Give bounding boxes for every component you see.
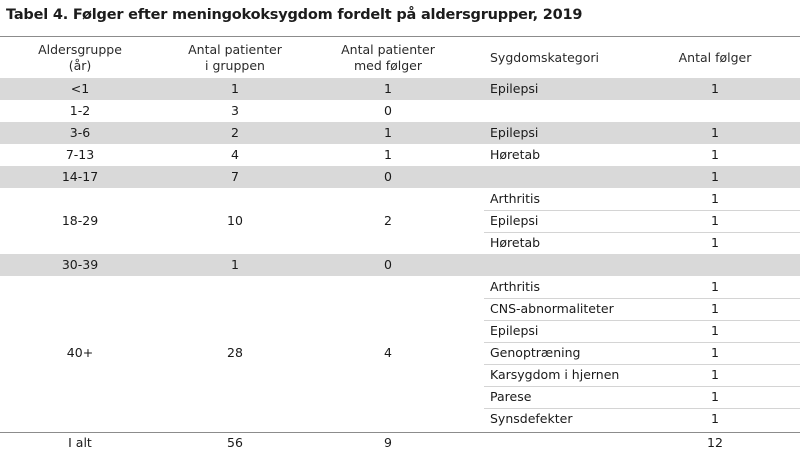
- category-cell: Epilepsi: [490, 125, 539, 140]
- category-cell: Høretab: [490, 147, 541, 162]
- category-cell: CNS-abnormaliteter: [490, 301, 614, 316]
- patients-with-sequelae-cell: 2: [384, 213, 392, 228]
- total-rule: [0, 432, 800, 433]
- age-group-cell: 7-13: [65, 147, 95, 162]
- age-group-cell: 1-2: [69, 103, 91, 118]
- category-cell: [490, 254, 640, 276]
- table-title: Tabel 4. Følger efter meningokoksygdom f…: [6, 7, 583, 23]
- sequelae-count-cell: 1: [711, 411, 719, 426]
- age-group-cell: 40+: [66, 345, 94, 360]
- sub-row-divider: [484, 408, 800, 409]
- sequelae-count-cell: 1: [711, 81, 719, 96]
- category-cell: Høretab: [490, 235, 541, 250]
- header-patients: Antal patienter i gruppen: [160, 37, 310, 79]
- header-with-sequelae-line2: med følger: [353, 58, 423, 73]
- sub-row-divider: [484, 298, 800, 299]
- header-sequelae-count: Antal følger: [678, 50, 752, 65]
- sub-row-divider: [484, 232, 800, 233]
- patients-with-sequelae-cell: 1: [384, 81, 392, 96]
- sequelae-count-cell: 1: [711, 367, 719, 382]
- patients-cell: 28: [227, 345, 243, 360]
- sequelae-count-cell: 1: [711, 279, 719, 294]
- header-age-group-line1: Aldersgruppe: [38, 42, 122, 57]
- patients-cell: 1: [231, 257, 239, 272]
- table-header: Aldersgruppe (år) Antal patienter i gruppe…: [0, 37, 800, 79]
- sub-row-divider: [484, 386, 800, 387]
- age-group-cell: 30-39: [61, 257, 99, 272]
- category-cell: Arthritis: [490, 191, 541, 206]
- sequelae-count-cell: 1: [711, 213, 719, 228]
- sequelae-count-cell: 1: [711, 389, 719, 404]
- sequelae-count-cell: [640, 100, 790, 122]
- table-row-band: [0, 78, 800, 100]
- sequelae-count-cell: 1: [711, 169, 719, 184]
- patients-cell: 4: [231, 147, 239, 162]
- table-row-band: [0, 166, 800, 188]
- total-sequelae-count: 12: [707, 435, 723, 450]
- category-cell: Karsygdom i hjernen: [490, 367, 620, 382]
- patients-with-sequelae-cell: 0: [384, 257, 392, 272]
- sub-row-divider: [484, 364, 800, 365]
- category-cell: [490, 100, 640, 122]
- header-category: Sygdomskategori: [490, 50, 600, 65]
- age-group-cell: 14-17: [61, 169, 99, 184]
- sub-row-divider: [484, 320, 800, 321]
- sequelae-count-cell: 1: [711, 323, 719, 338]
- patients-with-sequelae-cell: 0: [384, 103, 392, 118]
- header-with-sequelae-line1: Antal patienter: [341, 42, 435, 57]
- category-cell: Epilepsi: [490, 323, 539, 338]
- table-row-band: [0, 122, 800, 144]
- category-cell: Parese: [490, 389, 532, 404]
- sub-row-divider: [484, 342, 800, 343]
- sequelae-count-cell: [640, 254, 790, 276]
- patients-with-sequelae-cell: 4: [384, 345, 392, 360]
- category-cell: Epilepsi: [490, 213, 539, 228]
- sequelae-count-cell: 1: [711, 147, 719, 162]
- category-cell: Epilepsi: [490, 81, 539, 96]
- header-age-group-line2: (år): [68, 58, 92, 73]
- patients-with-sequelae-cell: 1: [384, 147, 392, 162]
- total-with-sequelae: 9: [384, 435, 392, 450]
- patients-cell: 1: [231, 81, 239, 96]
- total-patients: 56: [227, 435, 243, 450]
- age-group-cell: 18-29: [61, 213, 99, 228]
- header-patients-line1: Antal patienter: [188, 42, 282, 57]
- total-label: I alt: [68, 435, 92, 450]
- sequelae-count-cell: 1: [711, 235, 719, 250]
- total-category: [490, 432, 640, 454]
- age-group-cell: <1: [70, 81, 90, 96]
- table-top-rule: [0, 36, 800, 37]
- table-row-band: [0, 254, 800, 276]
- sequelae-count-cell: 1: [711, 125, 719, 140]
- sequelae-count-cell: 1: [711, 301, 719, 316]
- patients-cell: 3: [231, 103, 239, 118]
- header-patients-line2: i gruppen: [205, 58, 265, 73]
- category-cell: Arthritis: [490, 279, 541, 294]
- patients-cell: 2: [231, 125, 239, 140]
- age-group-cell: 3-6: [69, 125, 91, 140]
- header-patients-with-sequelae: Antal patienter med følger: [310, 37, 466, 79]
- category-cell: [490, 166, 640, 188]
- category-cell: Synsdefekter: [490, 411, 573, 426]
- patients-with-sequelae-cell: 0: [384, 169, 392, 184]
- sequelae-count-cell: 1: [711, 191, 719, 206]
- header-age-group: Aldersgruppe (år): [0, 37, 160, 79]
- patients-cell: 10: [227, 213, 243, 228]
- category-cell: Genoptræning: [490, 345, 581, 360]
- patients-with-sequelae-cell: 1: [384, 125, 392, 140]
- sequelae-count-cell: 1: [711, 345, 719, 360]
- sub-row-divider: [484, 210, 800, 211]
- patients-cell: 7: [231, 169, 239, 184]
